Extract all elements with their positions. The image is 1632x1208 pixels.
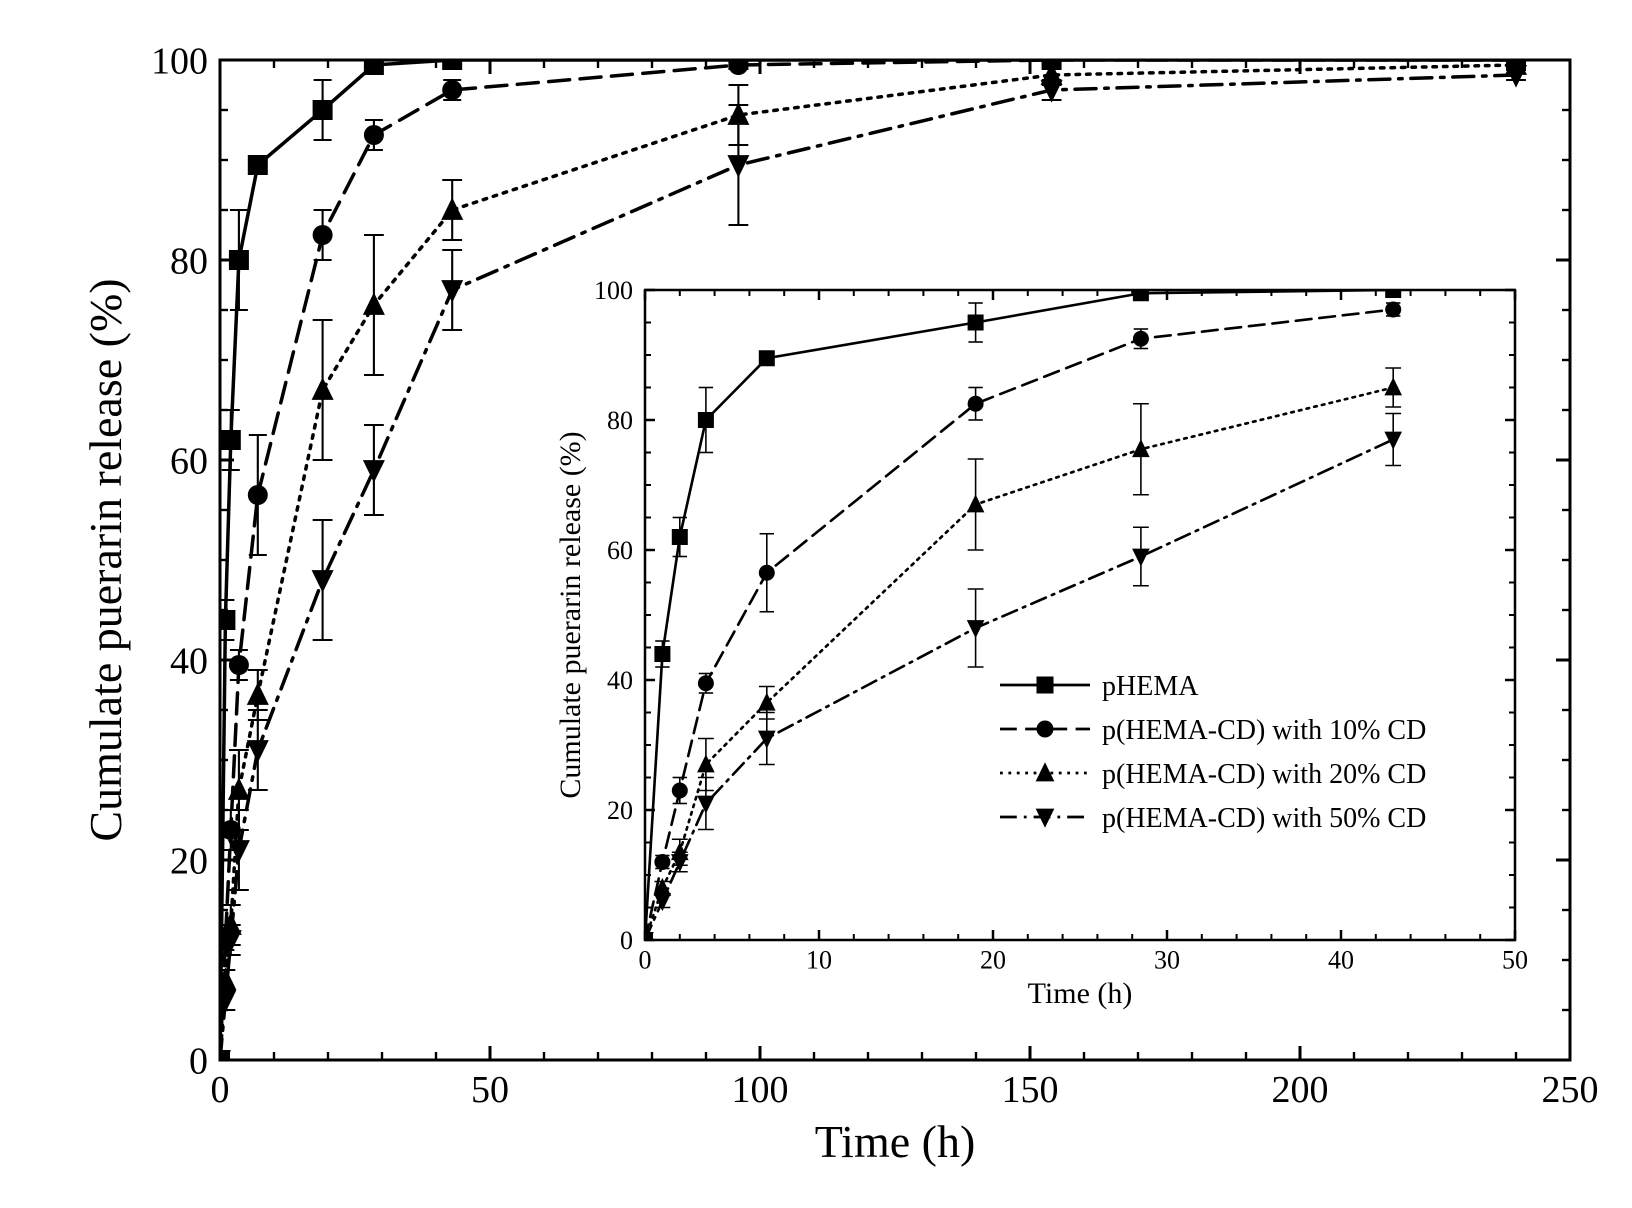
release-chart-svg: 050100150200250020406080100Time (h)Cumul… <box>0 0 1632 1208</box>
legend-label: p(HEMA-CD) with 50% CD <box>1102 803 1426 834</box>
y-tick-label: 80 <box>170 240 208 282</box>
legend-label: p(HEMA-CD) with 10% CD <box>1102 715 1426 746</box>
y-tick-label: 20 <box>170 840 208 882</box>
x-tick-label: 200 <box>1272 1069 1329 1111</box>
inset-x-axis-label: Time (h) <box>1028 977 1133 1010</box>
y-axis-label: Cumulate puerarin release (%) <box>80 278 131 841</box>
y-tick-label: 40 <box>170 640 208 682</box>
inset-y-axis-label: Cumulate puerarin release (%) <box>554 431 587 798</box>
x-tick-label: 40 <box>1328 946 1354 975</box>
y-tick-label: 40 <box>607 666 633 695</box>
x-tick-label: 10 <box>806 946 832 975</box>
y-tick-label: 60 <box>170 440 208 482</box>
x-tick-label: 30 <box>1154 946 1180 975</box>
x-tick-label: 0 <box>211 1069 230 1111</box>
y-tick-label: 0 <box>189 1040 208 1082</box>
legend-label: p(HEMA-CD) with 20% CD <box>1102 759 1426 790</box>
x-tick-label: 100 <box>732 1069 789 1111</box>
y-tick-label: 80 <box>607 406 633 435</box>
x-tick-label: 150 <box>1002 1069 1059 1111</box>
x-axis-label: Time (h) <box>815 1116 976 1167</box>
x-tick-label: 50 <box>471 1069 509 1111</box>
legend-label: pHEMA <box>1102 671 1199 702</box>
x-tick-label: 0 <box>639 946 652 975</box>
y-tick-label: 20 <box>607 796 633 825</box>
y-tick-label: 0 <box>620 926 633 955</box>
x-tick-label: 50 <box>1502 946 1528 975</box>
y-tick-label: 100 <box>594 276 633 305</box>
y-tick-label: 100 <box>151 40 208 82</box>
chart-container: 050100150200250020406080100Time (h)Cumul… <box>0 0 1632 1208</box>
x-tick-label: 250 <box>1542 1069 1599 1111</box>
x-tick-label: 20 <box>980 946 1006 975</box>
inset-plot: 0 10 20 30 40 50 0 20 40 60 80 100 Time (h) Cumulate … <box>554 276 1528 1010</box>
y-tick-label: 60 <box>607 536 633 565</box>
